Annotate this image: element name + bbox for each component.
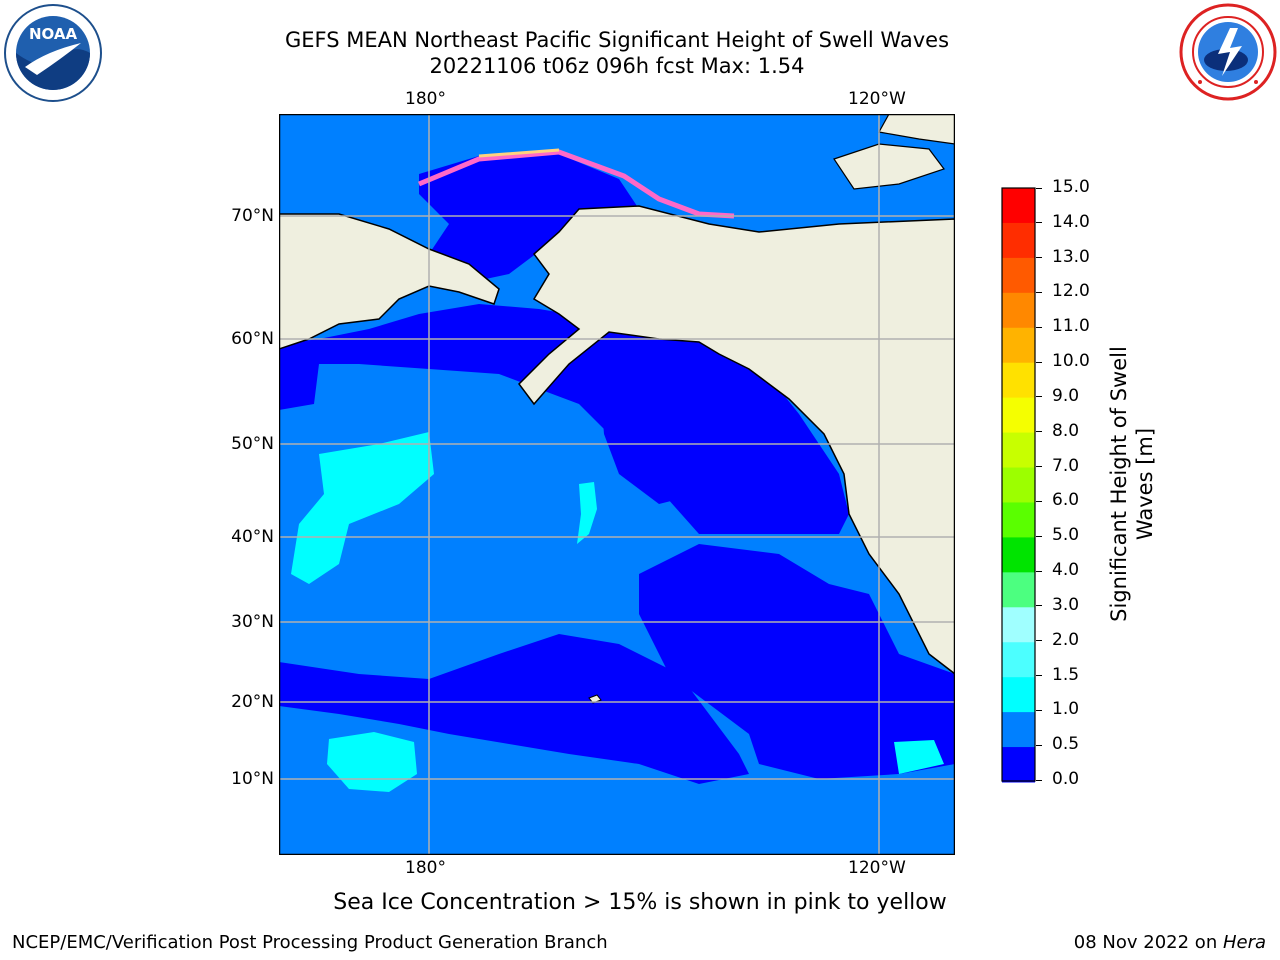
map-frame: [279, 114, 955, 855]
colorbar-tick-label: 15.0: [1052, 177, 1090, 197]
swell-height-map: [279, 114, 955, 855]
colorbar-tick-label: 3.0: [1052, 594, 1080, 615]
colorbar-cell: [1002, 467, 1035, 503]
colorbar-tick-label: 1.5: [1052, 664, 1080, 685]
chart-subtitle: 20221106 t06z 096h fcst Max: 1.54: [429, 54, 805, 78]
swell-patch-northwest: [291, 432, 434, 584]
colorbar-tick-label: 8.0: [1052, 420, 1080, 441]
colorbar-tick-mark: [1036, 744, 1042, 746]
chart-title: GEFS MEAN Northeast Pacific Significant …: [284, 28, 950, 52]
lon-label-top-120w: 120°W: [848, 89, 906, 109]
colorbar-cell: [1002, 677, 1035, 713]
colorbar-tick-label: 11.0: [1052, 316, 1090, 337]
colorbar-frame: [1001, 187, 1036, 782]
colorbar-cell: [1002, 572, 1035, 608]
colorbar-tick-mark: [1036, 431, 1042, 433]
colorbar-tick-mark: [1036, 396, 1042, 398]
low-swell-central: [279, 634, 749, 784]
low-swell-north: [279, 304, 849, 534]
land-siberia: [279, 213, 500, 350]
lon-label-top-180: 180°: [405, 89, 446, 109]
lat-label-70n: 70°N: [231, 206, 274, 226]
colorbar-tick-mark: [1036, 779, 1042, 781]
colorbar: [1001, 187, 1036, 783]
colorbar-tick-label: 6.0: [1052, 490, 1080, 511]
nws-logo: [1178, 2, 1278, 102]
colorbar-cell: [1002, 188, 1035, 224]
noaa-logo-text: NOAA: [29, 25, 78, 43]
colorbar-tick-mark: [1036, 640, 1042, 642]
lat-label-50n: 50°N: [231, 434, 274, 454]
colorbar-cell: [1002, 537, 1035, 573]
colorbar-tick-mark: [1036, 222, 1042, 224]
colorbar-tick-label: 0.5: [1052, 734, 1080, 755]
lat-label-30n: 30°N: [231, 612, 274, 632]
colorbar-tick-mark: [1036, 466, 1042, 468]
credit-text: NCEP/EMC/Verification Post Processing Pr…: [12, 932, 608, 953]
colorbar-tick-mark: [1036, 675, 1042, 677]
sea-ice-note: Sea Ice Concentration > 15% is shown in …: [333, 890, 947, 915]
colorbar-tick-mark: [1036, 535, 1042, 537]
colorbar-tick-mark: [1036, 326, 1042, 328]
colorbar-tick-label: 2.0: [1052, 629, 1080, 650]
colorbar-tick-label: 10.0: [1052, 351, 1090, 372]
colorbar-tick-mark: [1036, 570, 1042, 572]
colorbar-tick-mark: [1036, 187, 1042, 189]
colorbar-cell: [1002, 607, 1035, 643]
machine-name: Hera: [1222, 932, 1266, 953]
swell-patch-southwest: [327, 732, 417, 792]
colorbar-tick-label: 9.0: [1052, 385, 1080, 406]
low-swell-gulf-pocket: [599, 374, 709, 504]
colorbar-tick-label: 7.0: [1052, 455, 1080, 476]
colorbar-tick-label: 14.0: [1052, 211, 1090, 232]
swell-patch-central: [577, 482, 597, 544]
lon-label-bottom-180: 180°: [405, 858, 446, 878]
colorbar-tick-mark: [1036, 709, 1042, 711]
colorbar-tick-label: 5.0: [1052, 525, 1080, 546]
colorbar-title: Significant Height of Swell Waves [m]: [1107, 345, 1157, 622]
lat-label-20n: 20°N: [231, 692, 274, 712]
low-swell-bering: [419, 154, 639, 289]
colorbar-cell: [1002, 292, 1035, 329]
low-swell-east: [639, 544, 955, 779]
sea-ice-edge: [418, 149, 735, 219]
lat-label-10n: 10°N: [231, 769, 274, 789]
colorbar-title-box: Significant Height of Swell Waves [m]: [1102, 187, 1162, 780]
land-north-america: [518, 205, 955, 675]
colorbar-tick-label: 1.0: [1052, 699, 1080, 720]
colorbar-cell: [1002, 642, 1035, 678]
graticule: [279, 114, 955, 855]
colorbar-cell: [1002, 397, 1035, 434]
lon-label-bottom-120w: 120°W: [848, 858, 906, 878]
lat-label-40n: 40°N: [231, 527, 274, 547]
colorbar-tick-mark: [1036, 291, 1042, 293]
colorbar-tick-mark: [1036, 500, 1042, 502]
colorbar-tick-label: 0.0: [1052, 769, 1080, 789]
noaa-logo: NOAA: [3, 3, 103, 103]
colorbar-tick-mark: [1036, 605, 1042, 607]
colorbar-tick-label: 12.0: [1052, 281, 1090, 302]
colorbar-tick-label: 4.0: [1052, 560, 1080, 581]
colorbar-cell: [1002, 432, 1035, 469]
colorbar-cell: [1002, 712, 1035, 748]
colorbar-cell: [1002, 502, 1035, 538]
lat-label-60n: 60°N: [231, 329, 274, 349]
colorbar-tick-label: 13.0: [1052, 246, 1090, 267]
colorbar-cell: [1002, 222, 1035, 259]
land-arctic-island-north: [878, 114, 955, 145]
colorbar-tick-mark: [1036, 257, 1042, 259]
colorbar-cell: [1002, 747, 1035, 783]
date-value: 08 Nov 2022 on: [1073, 932, 1223, 953]
colorbar-tick-mark: [1036, 361, 1042, 363]
swell-patch-southeast: [894, 740, 944, 774]
colorbar-cell: [1002, 257, 1035, 294]
sea-ice-edge-inner: [478, 148, 560, 158]
colorbar-cell: [1002, 327, 1035, 364]
date-text: 08 Nov 2022 on Hera: [1074, 932, 1266, 953]
colorbar-cell: [1002, 362, 1035, 399]
